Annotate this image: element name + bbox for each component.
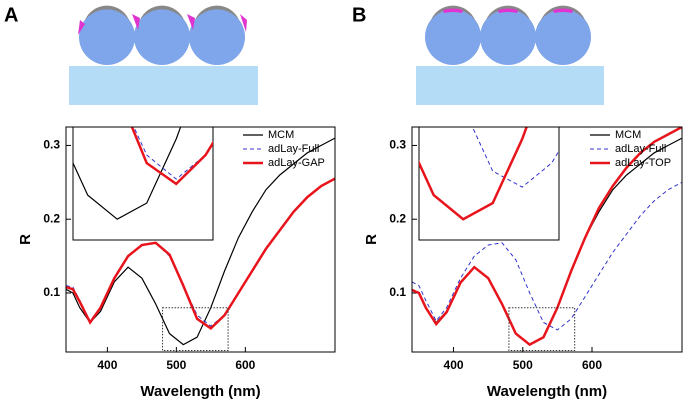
inset-frame: [418, 126, 560, 241]
legend-label: adLay-Full: [615, 143, 666, 155]
line: [412, 127, 682, 347]
x-tick-label: 400: [97, 358, 117, 372]
y-tick-label: 0.3: [389, 138, 406, 152]
x-tick-label: 400: [444, 358, 464, 372]
legend-label: MCM: [268, 129, 294, 141]
line: [66, 177, 335, 331]
legend-label: adLay-TOP: [615, 157, 671, 169]
y-axis-title: R: [363, 234, 380, 245]
y-tick-label: 0.2: [43, 211, 60, 225]
x-tick-label: 500: [166, 358, 186, 372]
inset-frame: [72, 126, 214, 241]
y-tick-label: 0.1: [43, 285, 60, 299]
plot-frame: [411, 126, 683, 353]
inset-line: [419, 127, 528, 221]
schematic: [69, 5, 258, 105]
x-tick-label: 500: [513, 358, 533, 372]
y-tick-label: 0.2: [389, 211, 406, 225]
inset-line: [73, 127, 182, 220]
y-tick-label: 0.1: [389, 285, 406, 299]
y-axis-title: R: [17, 234, 34, 245]
panel-letter: B: [352, 4, 366, 26]
inset-line: [471, 127, 559, 188]
x-axis-title: Wavelength (nm): [487, 383, 607, 400]
x-axis-title: Wavelength (nm): [140, 383, 260, 400]
x-tick-label: 600: [235, 358, 255, 372]
y-tick-label: 0.3: [43, 138, 60, 152]
legend-label: adLay-Full: [268, 143, 319, 155]
panel-letter: A: [4, 4, 18, 26]
zoom-box: [508, 307, 576, 352]
zoom-box: [162, 307, 229, 352]
plot-frame: [65, 126, 336, 353]
schematic: [416, 5, 604, 105]
legend-label: adLay-GAP: [268, 157, 325, 169]
legend-label: MCM: [615, 129, 641, 141]
x-tick-label: 600: [582, 358, 602, 372]
